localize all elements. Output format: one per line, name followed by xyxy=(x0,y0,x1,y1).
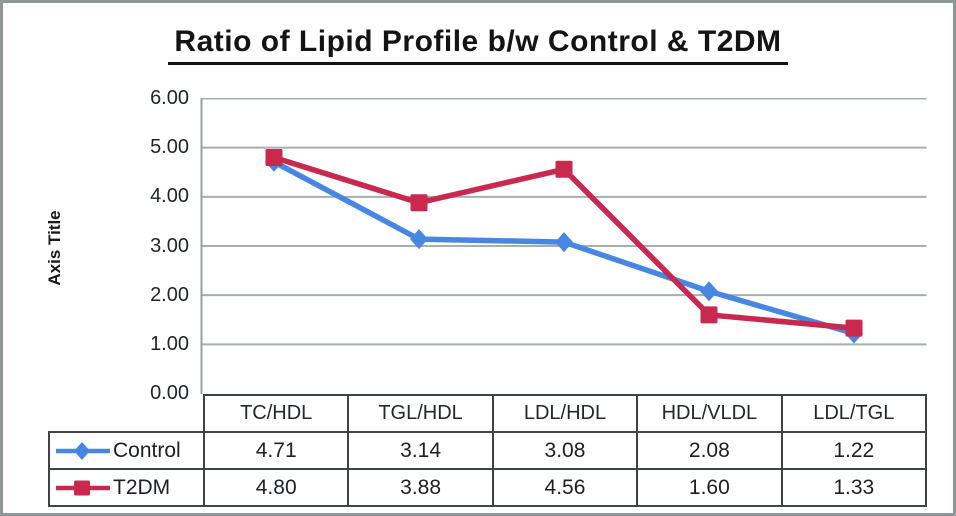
chart-title-row: Ratio of Lipid Profile b/w Control & T2D… xyxy=(3,25,953,65)
y-axis-tick-label: 1.00 xyxy=(150,332,189,355)
category-header-cell: LDL/TGL xyxy=(780,394,928,433)
category-header-cell: TC/HDL xyxy=(202,394,350,433)
category-header-cell: HDL/VLDL xyxy=(636,394,783,433)
category-header-cell: LDL/HDL xyxy=(491,394,639,433)
table-value-cell: 2.08 xyxy=(636,431,783,470)
legend-key-t2dm: T2DM xyxy=(48,468,205,507)
y-axis-tick-label: 5.00 xyxy=(150,136,189,159)
table-value-cell: 3.08 xyxy=(491,431,639,470)
legend-key-inner: T2DM xyxy=(51,475,202,500)
data-point-marker-t2dm xyxy=(845,319,863,337)
category-header-cell: TGL/HDL xyxy=(347,394,494,433)
y-axis-tick-label: 6.00 xyxy=(150,87,189,109)
data-point-marker-t2dm xyxy=(700,306,718,324)
table-value-cell: 3.14 xyxy=(347,431,494,470)
table-value-cell: 1.22 xyxy=(780,431,928,470)
data-point-marker-t2dm xyxy=(410,194,428,212)
y-axis-title: Axis Title xyxy=(45,210,64,286)
data-point-marker-control xyxy=(410,229,428,250)
legend-label: Control xyxy=(113,438,181,462)
chart-title: Ratio of Lipid Profile b/w Control & T2D… xyxy=(168,25,788,65)
y-axis-tick-label: 0.00 xyxy=(150,382,189,404)
table-value-cell: 3.88 xyxy=(347,468,494,507)
y-axis-tick-label: 2.00 xyxy=(150,283,189,306)
legend-key-inner: Control xyxy=(51,438,202,463)
table-value-cell: 4.71 xyxy=(202,431,350,470)
plot-area xyxy=(200,98,927,394)
legend-label: T2DM xyxy=(113,475,171,499)
table-value-cell: 1.33 xyxy=(780,468,928,507)
data-point-marker-t2dm xyxy=(265,149,283,166)
legend-key-control: Control xyxy=(48,431,205,470)
category-header-row: TC/HDL TGL/HDL LDL/HDL HDL/VLDL LDL/TGL xyxy=(49,394,928,433)
data-point-marker-control xyxy=(555,232,573,253)
data-table: TC/HDL TGL/HDL LDL/HDL HDL/VLDL LDL/TGL Cont… xyxy=(48,394,928,507)
table-value-cell: 1.60 xyxy=(636,468,783,507)
data-point-marker-t2dm xyxy=(555,160,573,178)
t2dm-legend-marker-icon xyxy=(56,480,110,495)
table-value-cell: 4.80 xyxy=(202,468,350,507)
table-corner-cell xyxy=(49,395,204,432)
data-point-marker-control xyxy=(700,281,718,302)
table-row-control: Control 4.71 3.14 3.08 2.08 1.22 xyxy=(48,431,928,470)
table-row-t2dm: T2DM 4.80 3.88 4.56 1.60 1.33 xyxy=(48,468,928,507)
table-value-cell: 4.56 xyxy=(491,468,639,507)
y-axis-tick-label: 4.00 xyxy=(150,185,189,208)
y-axis-tick-label: 3.00 xyxy=(150,234,189,257)
control-legend-marker-icon xyxy=(56,441,110,460)
